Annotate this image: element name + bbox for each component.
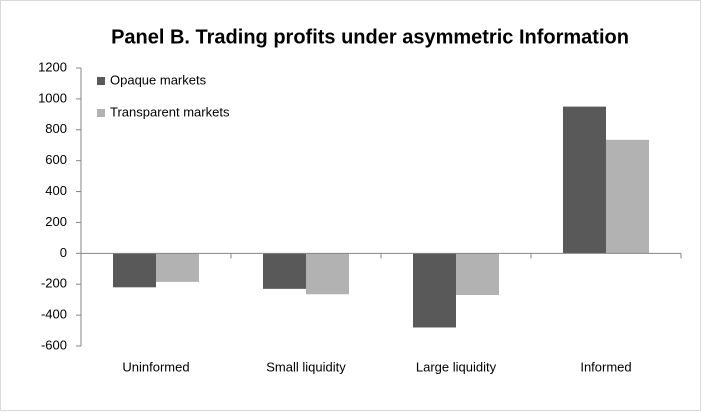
y-tick-label: 600 [45,152,67,167]
bar [306,253,349,295]
bar [563,106,606,254]
legend-swatch [97,109,105,117]
x-tick-label: Small liquidity [266,359,346,374]
bar [413,253,456,328]
bar [456,253,499,296]
x-tick-label: Large liquidity [416,359,497,374]
y-tick-label: 1000 [38,90,67,105]
bar [263,253,306,289]
chart-title: Panel B. Trading profits under asymmetri… [111,26,629,48]
y-tick-label: 800 [45,121,67,136]
y-tick-label: 200 [45,214,67,229]
legend-swatch [97,77,105,85]
y-tick-label: 400 [45,183,67,198]
y-tick-label: -200 [41,276,67,291]
bar [156,253,199,282]
x-tick-label: Uninformed [122,359,189,374]
y-tick-label: -400 [41,307,67,322]
x-tick-label: Informed [580,359,631,374]
bar [113,253,156,288]
legend-label: Opaque markets [110,72,207,87]
legend-label: Transparent markets [110,104,230,119]
y-tick-label: -600 [41,337,67,352]
bar [606,139,649,254]
y-tick-label: 0 [60,245,67,260]
y-tick-label: 1200 [38,59,67,74]
